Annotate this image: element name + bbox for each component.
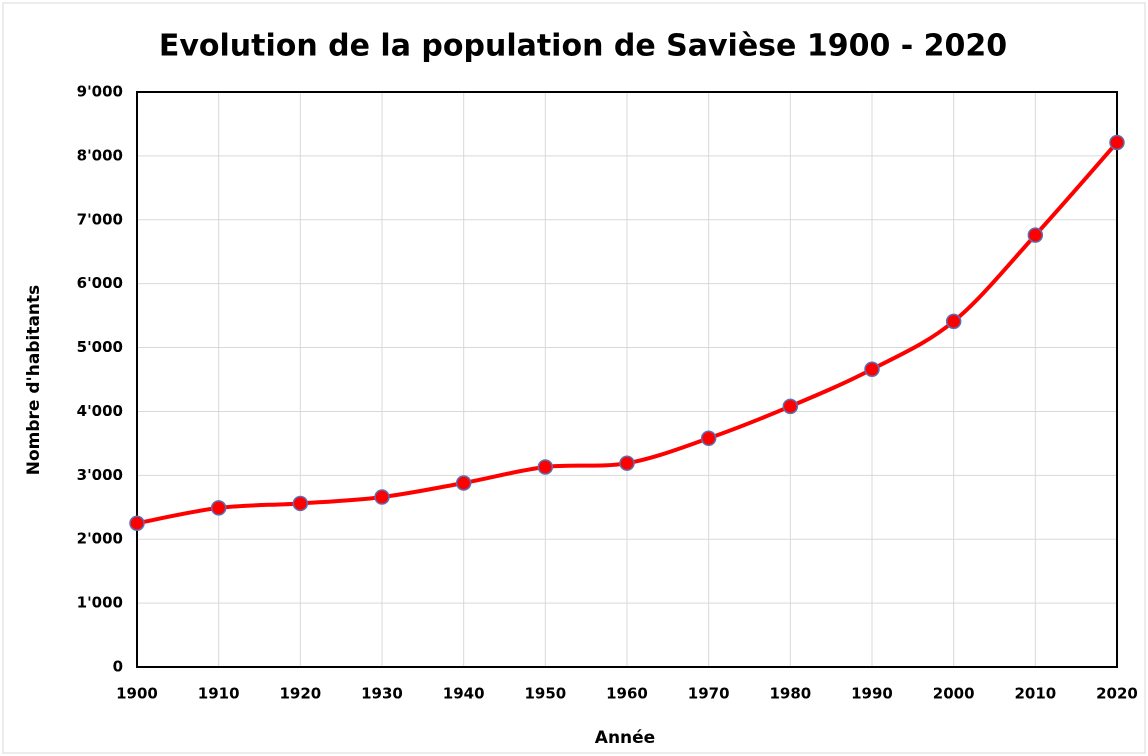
point	[782, 398, 799, 415]
x-tick-label: 1930	[361, 685, 403, 703]
x-tick-label: 1960	[606, 685, 648, 703]
y-tick-label: 6'000	[77, 274, 123, 292]
x-tick-label: 1980	[769, 685, 811, 703]
x-tick-label: 2000	[933, 685, 975, 703]
x-tick-label: 1920	[279, 685, 321, 703]
x-tick-label: 1900	[116, 685, 158, 703]
y-tick-label: 1'000	[77, 594, 123, 612]
point	[619, 455, 635, 471]
point	[945, 313, 962, 330]
x-tick-label: 1970	[688, 685, 730, 703]
y-axis-label: Nombre d'habitants	[24, 285, 44, 476]
y-tick-label: 5'000	[77, 338, 123, 356]
y-tick-label: 4'000	[77, 402, 123, 420]
point	[292, 495, 309, 512]
x-tick-label: 1950	[524, 685, 566, 703]
x-tick-label: 2020	[1096, 685, 1138, 703]
point	[1027, 227, 1044, 243]
chart-title: Evolution de la population de Savièse 19…	[159, 29, 1007, 64]
point	[864, 361, 880, 378]
x-tick-label: 1910	[198, 685, 240, 703]
point	[1109, 134, 1125, 151]
y-tick-label: 3'000	[77, 466, 123, 484]
y-tick-label: 9'000	[77, 83, 123, 101]
point	[455, 475, 472, 491]
point	[537, 459, 554, 475]
x-tick-label: 1990	[851, 685, 893, 703]
y-tick-label: 0	[113, 658, 123, 676]
point	[210, 500, 227, 516]
point	[700, 430, 717, 447]
y-tick-label: 7'000	[77, 210, 123, 228]
x-tick-label: 2010	[1014, 685, 1056, 703]
y-tick-label: 8'000	[77, 146, 123, 164]
x-tick-label: 1940	[443, 685, 485, 703]
point	[374, 489, 390, 505]
y-tick-label: 2'000	[77, 530, 123, 548]
plot-frame	[136, 91, 1118, 668]
point	[129, 515, 145, 531]
x-axis-label: Année	[595, 728, 655, 748]
